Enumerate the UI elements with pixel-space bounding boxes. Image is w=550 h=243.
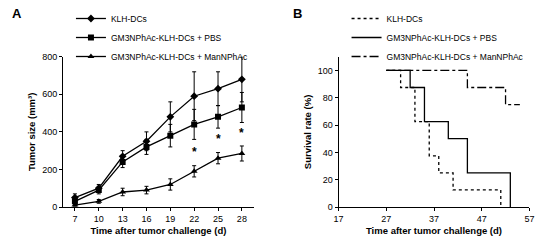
svg-text:Tumor size (mm³): Tumor size (mm³) <box>26 93 37 171</box>
svg-text:GM3NPhAc-KLH-DCs + PBS: GM3NPhAc-KLH-DCs + PBS <box>387 33 498 43</box>
svg-text:800: 800 <box>42 52 57 62</box>
svg-text:22: 22 <box>189 214 199 224</box>
svg-text:28: 28 <box>237 214 247 224</box>
svg-text:17: 17 <box>334 214 344 224</box>
svg-text:600: 600 <box>42 89 57 99</box>
svg-text:A: A <box>12 6 22 21</box>
svg-text:400: 400 <box>42 127 57 137</box>
svg-text:20: 20 <box>323 175 333 185</box>
svg-text:80: 80 <box>323 93 333 103</box>
svg-text:200: 200 <box>42 165 57 175</box>
svg-text:GM3NPhAc-KLH-DCs + ManNPhAc: GM3NPhAc-KLH-DCs + ManNPhAc <box>387 52 524 62</box>
svg-text:GM3NPhAc-KLH-DCs + PBS: GM3NPhAc-KLH-DCs + PBS <box>111 33 222 43</box>
svg-text:GM3NPhAc-KLH-DCs + ManNPhAc: GM3NPhAc-KLH-DCs + ManNPhAc <box>111 52 248 62</box>
svg-text:60: 60 <box>323 120 333 130</box>
svg-text:13: 13 <box>118 214 128 224</box>
svg-text:Time after tumor challenge (d): Time after tumor challenge (d) <box>90 225 226 236</box>
svg-text:37: 37 <box>429 214 439 224</box>
svg-text:40: 40 <box>323 148 333 158</box>
svg-text:16: 16 <box>141 214 151 224</box>
svg-text:0: 0 <box>52 202 57 212</box>
svg-text:Survival rate (%): Survival rate (%) <box>302 95 313 169</box>
svg-text:57: 57 <box>524 214 534 224</box>
svg-text:*: * <box>216 132 221 146</box>
svg-text:*: * <box>192 145 197 159</box>
svg-text:KLH-DCs: KLH-DCs <box>387 14 423 24</box>
svg-text:B: B <box>293 6 302 21</box>
svg-text:*: * <box>239 126 244 140</box>
svg-text:10: 10 <box>94 214 104 224</box>
svg-text:27: 27 <box>381 214 391 224</box>
svg-text:25: 25 <box>213 214 223 224</box>
svg-text:7: 7 <box>72 214 77 224</box>
svg-text:100: 100 <box>318 66 333 76</box>
svg-text:KLH-DCs: KLH-DCs <box>111 14 147 24</box>
svg-text:19: 19 <box>165 214 175 224</box>
svg-text:Time after tumor challenge (d): Time after tumor challenge (d) <box>366 225 502 236</box>
svg-text:0: 0 <box>328 202 333 212</box>
svg-text:47: 47 <box>477 214 487 224</box>
